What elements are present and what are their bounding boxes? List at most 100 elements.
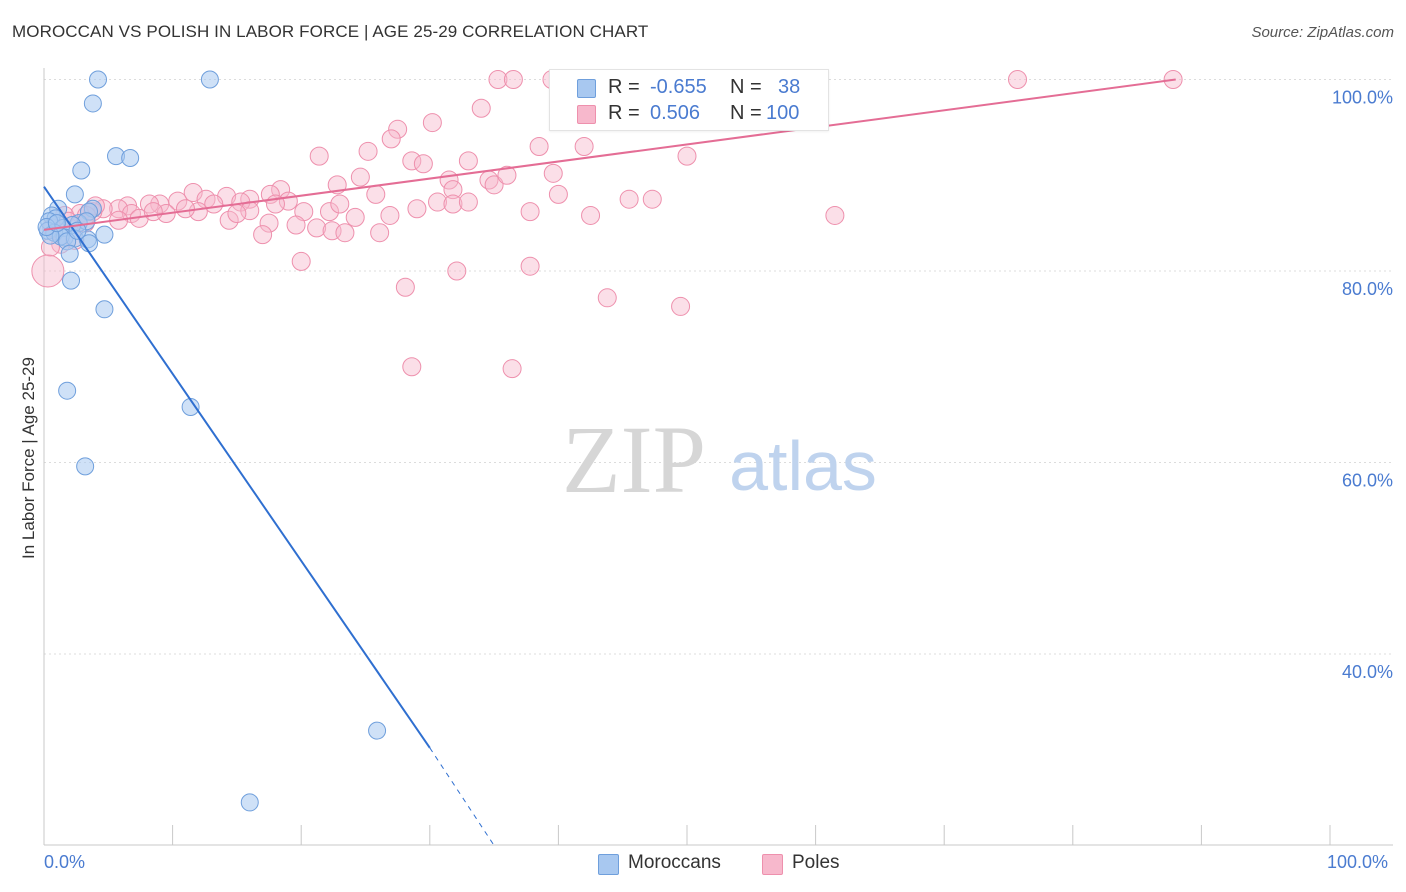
- poles-point: [458, 151, 478, 171]
- poles-point: [109, 199, 129, 219]
- y-tick-label: 100.0%: [1332, 88, 1393, 108]
- poles-point: [503, 70, 523, 89]
- moroccans-trendline-extension: [429, 747, 495, 846]
- poles-point: [422, 113, 442, 133]
- axes: [43, 68, 1393, 846]
- moroccans-point: [62, 271, 81, 290]
- poles-point: [443, 194, 463, 214]
- poles-point: [471, 98, 491, 118]
- poles-point: [497, 165, 517, 185]
- poles-point: [31, 254, 65, 288]
- poles-point: [428, 192, 448, 212]
- poles-point: [1008, 70, 1028, 89]
- poles-point: [150, 194, 170, 214]
- poles-point: [259, 213, 279, 233]
- poles-point: [345, 207, 365, 227]
- moroccans-point: [89, 70, 108, 89]
- moroccans-legend-label: Moroccans: [628, 852, 721, 873]
- moroccans-swatch: [577, 79, 596, 98]
- poles-point: [253, 225, 273, 245]
- watermark-atlas: atlas: [729, 427, 877, 505]
- watermark: ZIP atlas: [562, 406, 877, 513]
- x-tick-label-max: 100.0%: [1327, 852, 1389, 872]
- poles-point: [581, 205, 601, 225]
- poles-point: [366, 184, 386, 204]
- poles-point: [574, 137, 594, 157]
- poles-point: [309, 146, 329, 166]
- poles-point: [350, 167, 370, 187]
- poles-point: [380, 205, 400, 225]
- poles-r-value: 0.506: [650, 102, 701, 124]
- poles-point: [381, 129, 401, 149]
- poles-point: [219, 210, 239, 230]
- poles-point: [407, 199, 427, 219]
- poles-point: [677, 146, 697, 166]
- stats-legend: R = -0.655 N = 38 R = 0.506 N = 100: [549, 69, 829, 131]
- moroccans-n-label: N =: [730, 76, 762, 98]
- moroccans-point: [121, 149, 140, 168]
- y-tick-label: 40.0%: [1342, 662, 1393, 682]
- poles-point: [597, 288, 617, 308]
- poles-point: [395, 277, 415, 297]
- poles-point: [484, 175, 504, 195]
- poles-point: [529, 137, 549, 157]
- watermark-zip: ZIP: [562, 406, 706, 513]
- poles-point: [335, 223, 355, 243]
- poles-point: [447, 261, 467, 281]
- poles-point: [291, 251, 311, 271]
- trendlines: [43, 78, 1176, 846]
- legend-row-poles: R = 0.506 N = 100: [550, 101, 828, 127]
- poles-legend-label: Poles: [792, 852, 840, 873]
- moroccans-point: [83, 94, 102, 113]
- poles-point: [143, 202, 163, 222]
- moroccans-point: [72, 161, 91, 180]
- y-tick-labels: 100.0% 80.0% 60.0% 40.0%: [1332, 88, 1393, 683]
- y-tick-label: 80.0%: [1342, 279, 1393, 299]
- moroccans-point: [76, 457, 95, 476]
- moroccans-point: [200, 70, 219, 89]
- chart-title: MOROCCAN VS POLISH IN LABOR FORCE | AGE …: [12, 22, 649, 41]
- legend-row-moroccans: R = -0.655 N = 38: [550, 75, 828, 101]
- chart-source: Source: ZipAtlas.com: [1251, 24, 1394, 41]
- poles-point: [227, 204, 247, 224]
- poles-point: [330, 194, 350, 214]
- moroccans-point: [368, 721, 387, 740]
- poles-point: [520, 256, 540, 276]
- poles-point: [671, 296, 691, 316]
- moroccans-legend-swatch: [598, 854, 619, 875]
- poles-point: [488, 70, 508, 89]
- moroccans-trendline: [43, 186, 431, 749]
- poles-point: [443, 180, 463, 200]
- poles-point: [402, 357, 422, 377]
- poles-point: [543, 163, 563, 183]
- poles-point: [413, 154, 433, 174]
- poles-point: [458, 192, 478, 212]
- moroccans-point: [95, 300, 114, 319]
- poles-point: [520, 202, 540, 222]
- poles-point: [370, 223, 390, 243]
- poles-trendline: [43, 78, 1176, 231]
- moroccans-point: [240, 793, 259, 812]
- poles-point: [619, 189, 639, 209]
- moroccans-r-value: -0.655: [650, 76, 707, 98]
- poles-point: [548, 184, 568, 204]
- poles-point: [175, 199, 195, 219]
- poles-point: [286, 215, 306, 235]
- poles-point: [307, 218, 327, 238]
- moroccans-point: [58, 381, 77, 400]
- moroccans-point: [95, 225, 114, 244]
- moroccans-point: [60, 244, 79, 263]
- moroccans-r-label: R =: [608, 76, 640, 98]
- poles-n-value: 100: [766, 102, 800, 124]
- y-tick-label: 60.0%: [1342, 471, 1393, 491]
- poles-point: [825, 205, 845, 225]
- moroccans-n-value: 38: [778, 76, 801, 98]
- poles-point: [502, 359, 522, 379]
- poles-point: [642, 189, 662, 209]
- poles-swatch: [577, 105, 596, 124]
- poles-legend-swatch: [762, 854, 783, 875]
- poles-point: [402, 151, 422, 171]
- x-tick-label-min: 0.0%: [44, 852, 86, 872]
- poles-point: [388, 119, 408, 139]
